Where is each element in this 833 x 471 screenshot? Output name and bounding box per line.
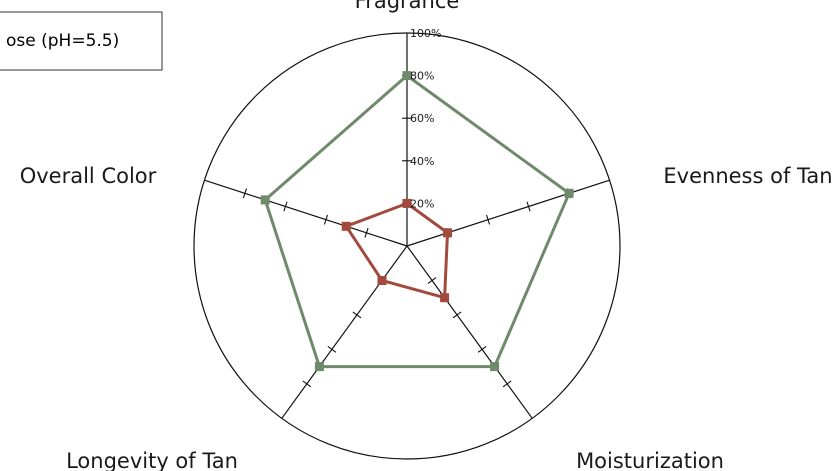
- tick-mark: [477, 346, 487, 353]
- series-layer: [260, 71, 574, 372]
- tick-mark: [452, 311, 462, 319]
- tick-mark: [364, 227, 369, 238]
- radial-tick-label: 20%: [410, 197, 434, 210]
- radial-tick-label: 80%: [410, 70, 434, 83]
- series-1-line: [343, 201, 450, 300]
- tick-mark: [323, 214, 329, 225]
- tick-mark: [485, 214, 491, 225]
- tick-mark: [526, 201, 531, 212]
- tick-mark: [302, 380, 312, 388]
- axis-label-3: Longevity of Tan: [66, 449, 238, 471]
- axis-label-1: Evenness of Tan: [663, 164, 832, 188]
- tick-mark: [283, 201, 288, 212]
- series-0-point-2: [490, 362, 500, 372]
- axis-labels: 20% 40% 60% 80% 100% Evenness of Tan Moisturiz…: [20, 0, 833, 471]
- spoke-2: [406, 245, 533, 419]
- axis-label-4: Overall Color: [20, 164, 157, 188]
- spoke-3: [281, 245, 408, 419]
- series-0-point-4: [260, 195, 270, 205]
- tick-mark: [427, 277, 437, 284]
- series-1-point-1: [443, 228, 452, 238]
- series-0-point-1: [564, 188, 574, 198]
- tick-mark: [327, 346, 337, 353]
- radial-tick-label: 60%: [410, 112, 434, 125]
- series-1-point-4: [341, 221, 351, 231]
- axis-label-2: Moisturization: [576, 449, 724, 471]
- tick-mark: [242, 188, 248, 199]
- series-1-point-3: [377, 276, 387, 285]
- series-0-line: [263, 73, 571, 369]
- tick-mark: [352, 311, 362, 319]
- spoke-4: [204, 179, 408, 247]
- series-1-point-2: [440, 293, 450, 303]
- legend: ose (pH=5.5): [0, 11, 163, 71]
- tick-mark: [502, 380, 512, 388]
- series-0-point-3: [314, 362, 324, 372]
- legend-entry-label: ose (pH=5.5): [6, 31, 119, 51]
- radial-tick-label: 40%: [410, 155, 434, 168]
- series-1-point-0: [402, 198, 412, 208]
- series-0-point-0: [402, 71, 412, 81]
- radar-grid: [193, 32, 621, 460]
- radial-tick-label: 100%: [410, 27, 441, 40]
- axis-label-0: Fragrance: [355, 0, 460, 13]
- spoke-1: [406, 179, 610, 247]
